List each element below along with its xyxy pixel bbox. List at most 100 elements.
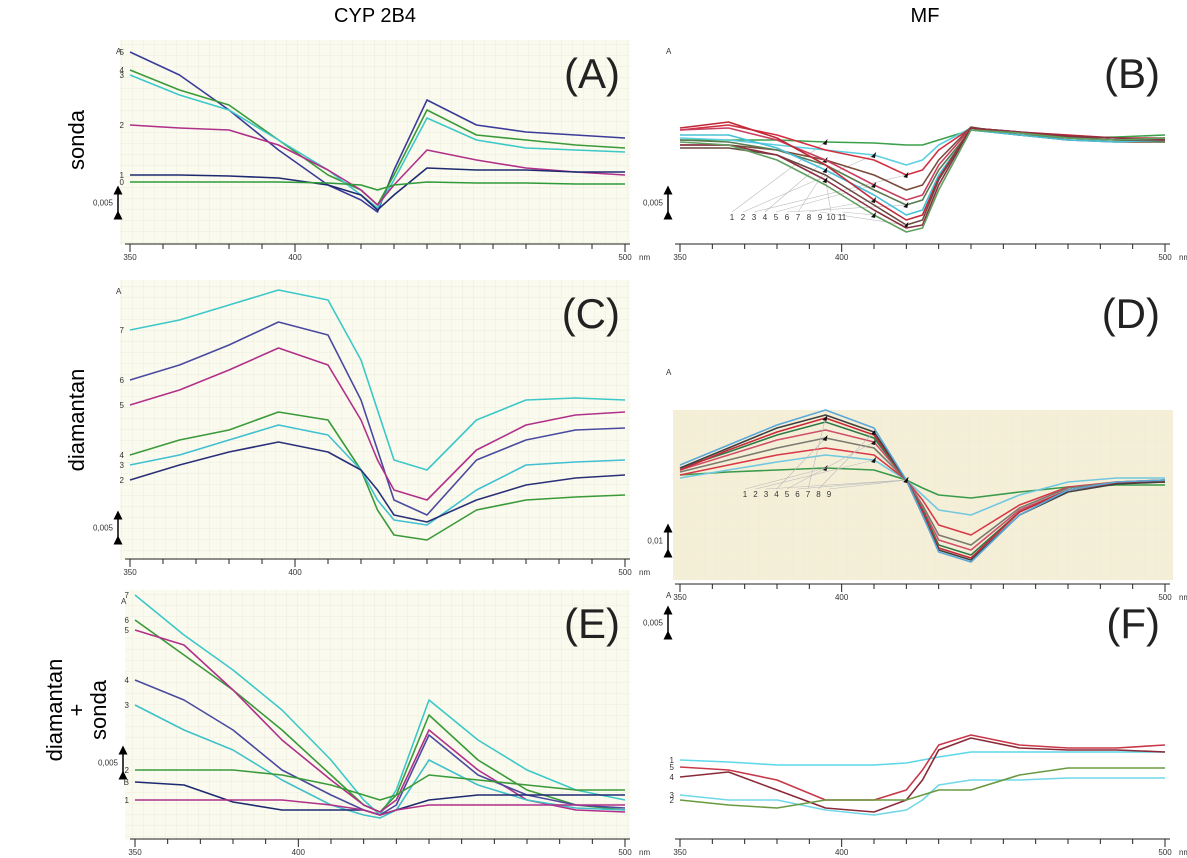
series-label: 2 [120, 476, 125, 485]
series-label: 4 [120, 451, 125, 460]
pointer-arrow [822, 415, 828, 421]
series-label: 7 [125, 591, 130, 600]
series-label: 3 [764, 490, 769, 499]
spectrum-line [680, 127, 1166, 229]
x-tick-label: 500 [1158, 253, 1172, 262]
x-tick-label: 500 [618, 253, 632, 262]
spectrum-line [679, 437, 1166, 546]
spectrum-line [135, 769, 625, 801]
panel-title: (C) [562, 290, 620, 337]
series-label: 6 [795, 490, 800, 499]
leader-line [808, 199, 875, 213]
panel-title: (B) [1104, 50, 1160, 97]
x-tick-label: 500 [1158, 593, 1172, 602]
pointer-arrow [822, 465, 828, 471]
series-label: 1 [120, 171, 125, 180]
pointer-arrow [903, 202, 909, 208]
series-label: 1 [125, 796, 130, 805]
series-label: 3 [120, 71, 125, 80]
pointer-arrow [871, 212, 876, 218]
row-label: diamantan [64, 369, 89, 472]
x-tick-label: 500 [618, 848, 632, 857]
pointer-arrow [871, 457, 876, 463]
scale-bar-label: 0,005 [93, 199, 114, 208]
x-axis-label: nm [1179, 848, 1187, 857]
pointer-arrow [871, 197, 876, 203]
scale-bar-label: 0,01 [647, 537, 663, 546]
series-label: 6 [785, 213, 790, 222]
spectrum-line [679, 767, 1165, 809]
row-label: diamantan [42, 659, 67, 762]
panel: 350 400 500 nm A (D) 0,01 1 2 3 4 5 6 7 8 9 [647, 290, 1187, 602]
series-label: 0 [120, 178, 125, 187]
panel: 350 400 500 nm A (A) 0,005 5 43 2 10 [93, 40, 650, 262]
series-label: 2 [753, 490, 758, 499]
leader-line [841, 211, 875, 216]
spectrum-line [679, 454, 1165, 516]
leader-line [786, 441, 875, 490]
series-label: 1 [670, 756, 675, 765]
x-axis-label: nm [639, 568, 650, 577]
y-axis-label: A [666, 591, 672, 600]
series-label: 5 [785, 490, 790, 499]
leader-line [818, 431, 875, 490]
spectrum-line [679, 447, 1165, 536]
x-tick-label: 350 [123, 253, 137, 262]
series-label: 2 [120, 121, 125, 130]
series-label: 11 [838, 213, 847, 222]
spectrum-line [134, 704, 626, 819]
series-label: 4 [763, 213, 768, 222]
row-label: sonda [64, 109, 89, 170]
column-header: MF [911, 5, 940, 27]
series-label: 5 [120, 401, 125, 410]
spectrum-line [679, 129, 1166, 233]
leader-line [764, 159, 826, 213]
spectrum-line [129, 124, 626, 206]
spectrum-line [130, 181, 625, 191]
panel: 350 400 500 nm A (C) 0,005 7 6 5 43 2 [93, 280, 650, 577]
pointer-arrow [822, 139, 828, 145]
spectrum-line [679, 751, 1165, 766]
x-tick-label: 400 [835, 253, 849, 262]
series-label: 8 [816, 490, 821, 499]
spectrum-line [130, 167, 625, 211]
pointer-arrow [871, 439, 876, 445]
panel-title: (A) [564, 50, 620, 97]
x-axis-label: nm [1179, 593, 1187, 602]
spectrum-line [129, 441, 626, 523]
x-tick-label: 500 [1158, 848, 1172, 857]
series-label: 5 [125, 626, 130, 635]
series-label: 6 [120, 376, 125, 385]
series-label: 7 [796, 213, 801, 222]
chart-paper-grid [125, 590, 630, 840]
x-tick-label: 350 [673, 593, 687, 602]
x-tick-label: 400 [835, 593, 849, 602]
y-axis-label: A [116, 287, 122, 296]
row-label: + [64, 704, 89, 717]
series-label: 5 [120, 48, 125, 57]
y-axis-label: A [121, 597, 127, 606]
x-tick-label: 400 [288, 253, 302, 262]
x-tick-label: 400 [288, 568, 302, 577]
pointer-arrow [903, 477, 909, 483]
series-label: 2 [741, 213, 746, 222]
series-label: 5 [774, 213, 779, 222]
scale-bar-label: 0,005 [643, 619, 664, 628]
leader-line [807, 417, 826, 490]
y-axis-label: A [666, 368, 672, 377]
leader-line [786, 204, 907, 213]
scale-bar-label: 0,005 [93, 524, 114, 533]
series-label: 5 [670, 763, 675, 772]
spectrum-line [679, 734, 1166, 801]
leader-line [819, 211, 907, 226]
series-label: 2 [125, 766, 130, 775]
series-label: 6 [125, 616, 130, 625]
panel-title: (D) [1102, 290, 1160, 337]
leader-line [775, 184, 875, 213]
series-label: 9 [827, 490, 832, 499]
x-axis-label: nm [639, 848, 650, 857]
series-label: 9 [818, 213, 823, 222]
pointer-arrow [871, 182, 876, 188]
x-tick-label: 400 [292, 848, 306, 857]
